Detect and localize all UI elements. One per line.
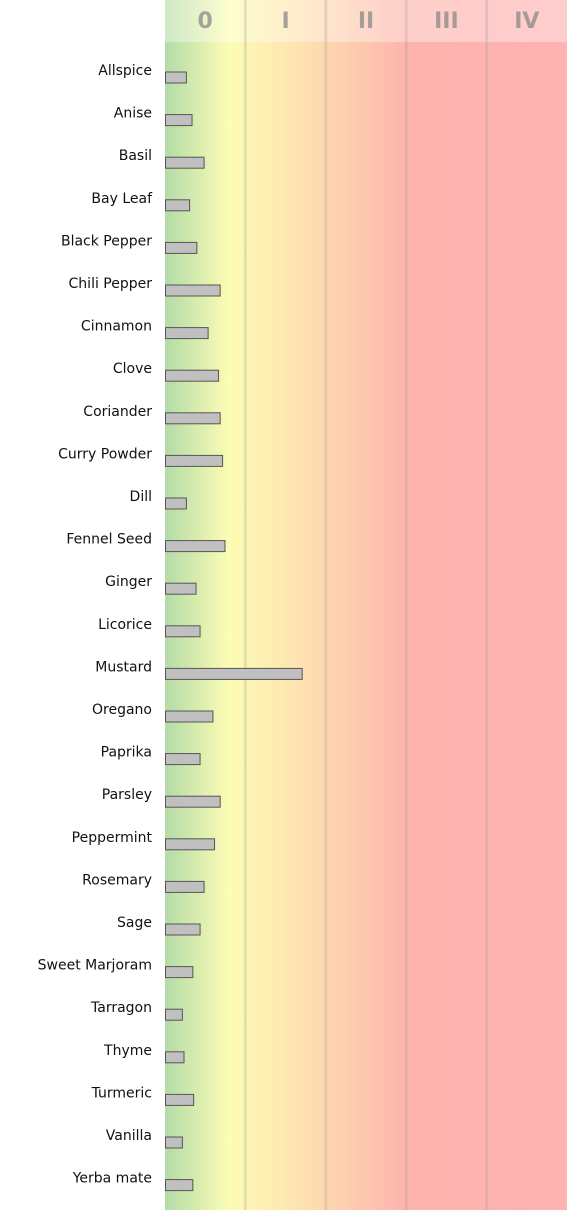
bar [165,1136,183,1149]
category-label: Fennel Seed [66,532,152,548]
bar [165,880,205,893]
bar [165,667,303,680]
bar [165,710,214,723]
bar [165,1093,195,1106]
category-label: Ginger [105,574,152,590]
category-label: Basil [119,148,152,164]
category-label: Sweet Marjoram [38,958,152,974]
bar [165,1008,183,1021]
category-label: Vanilla [106,1128,152,1144]
category-label: Mustard [95,659,152,675]
category-label: Licorice [98,617,152,633]
bar [165,1051,185,1064]
x-tick-label: IV [514,9,539,34]
category-label: Sage [117,915,152,931]
category-label: Coriander [83,404,152,420]
category-label: Turmeric [91,1085,152,1101]
category-label: Curry Powder [58,446,152,462]
bar [165,284,221,297]
category-label: Peppermint [72,830,153,846]
bar [165,199,191,212]
x-tick-label: 0 [198,9,213,34]
category-label: Anise [114,106,152,122]
bar [165,241,198,254]
category-label: Rosemary [82,872,152,888]
bar [165,966,194,979]
bar [165,1179,194,1192]
category-label: Dill [130,489,152,505]
bar [165,412,221,425]
bar [165,540,226,553]
bar [165,923,201,936]
category-label: Black Pepper [61,233,152,249]
bar [165,327,209,340]
category-label: Cinnamon [81,319,152,335]
x-tick-label: III [434,9,459,34]
category-label: Yerba mate [72,1171,152,1187]
plot-background [165,0,567,1210]
category-label: Allspice [98,63,152,79]
bar [165,71,187,84]
category-label: Oregano [92,702,152,718]
x-tick-label: I [282,9,290,34]
category-label: Bay Leaf [91,191,153,207]
x-tick-label: II [358,9,374,34]
bar [165,795,221,808]
category-label: Paprika [101,745,152,761]
category-label: Clove [113,361,152,377]
category-label: Parsley [102,787,152,803]
bar [165,454,224,467]
category-label: Tarragon [90,1000,152,1016]
bar [165,369,220,382]
category-label: Chili Pepper [69,276,153,292]
bar [165,582,197,595]
bar [165,753,201,766]
header-band [165,0,567,42]
bar [165,497,187,510]
category-label: Thyme [103,1043,152,1059]
bar [165,156,205,169]
bar [165,625,201,638]
bar [165,838,216,851]
bar [165,114,193,127]
